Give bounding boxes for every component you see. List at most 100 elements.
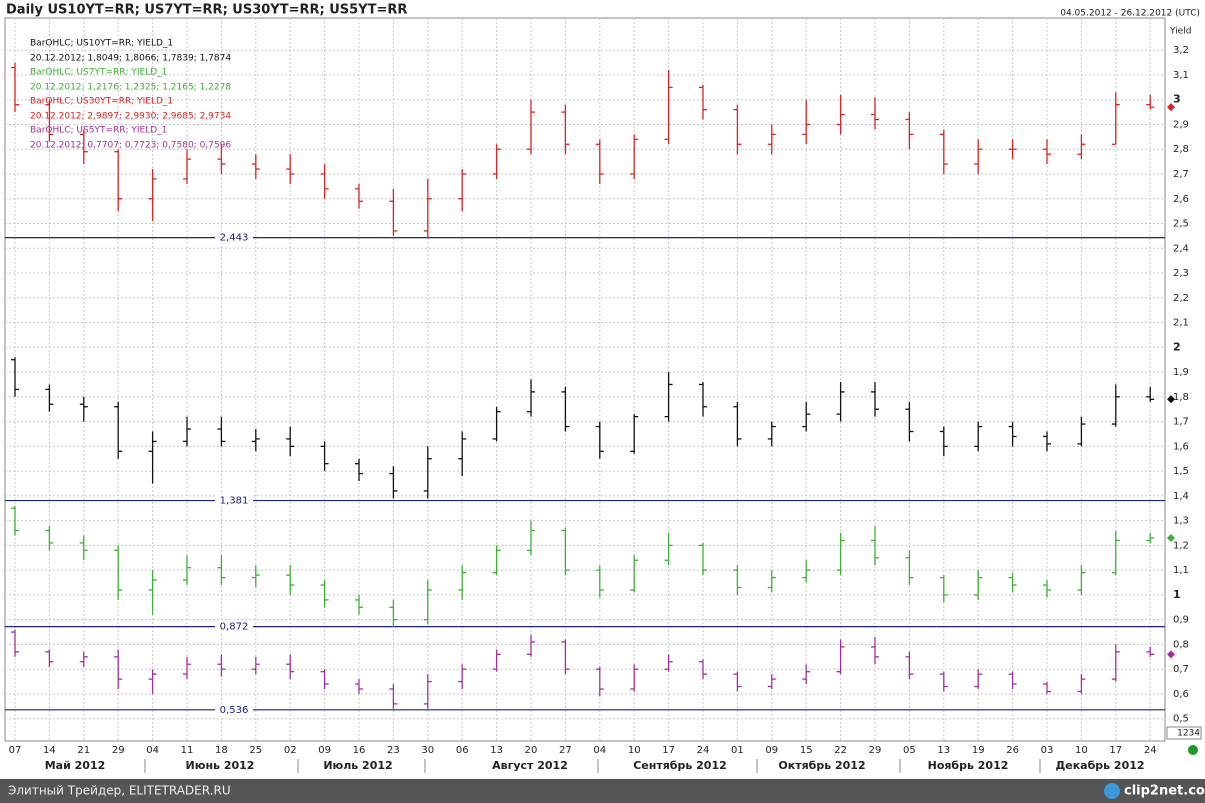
legend-name: BarOHLC; US7YT=RR; YIELD_1	[30, 68, 167, 78]
x-tick-label: 30	[421, 745, 434, 756]
watermark: clip2net.com	[1124, 784, 1205, 799]
level-label-bg	[215, 231, 253, 244]
level-label: 0,872	[220, 622, 249, 633]
x-tick-label: 27	[559, 745, 572, 756]
legend-info: 20.12.2012; 0,7707; 0,7723; 0,7580; 0,75…	[30, 141, 231, 151]
y-tick-label: 2	[1173, 340, 1181, 353]
x-tick-label: 14	[43, 745, 56, 756]
x-tick-label: 11	[181, 745, 194, 756]
x-tick-label: 24	[1144, 745, 1157, 756]
x-tick-label: 20	[525, 745, 538, 756]
level-label: 2,443	[220, 233, 249, 244]
footer-bar	[0, 779, 1205, 803]
x-tick-label: 29	[869, 745, 882, 756]
y-tick-label: 3,1	[1173, 70, 1189, 81]
plot-frame	[4, 17, 1166, 742]
y-tick-label: 1,6	[1173, 441, 1189, 452]
y-tick-label: 2,1	[1173, 318, 1189, 329]
x-tick-label: 13	[490, 745, 503, 756]
x-tick-label: 25	[249, 745, 262, 756]
status-dot	[1188, 745, 1198, 755]
x-tick-label: 09	[318, 745, 331, 756]
x-tick-label: 04	[146, 745, 159, 756]
watermark-icon	[1104, 783, 1120, 799]
month-label: Июнь 2012	[186, 759, 255, 772]
y-tick-label: 1,2	[1173, 540, 1189, 551]
x-tick-label: 03	[1041, 745, 1054, 756]
last-value-marker	[1167, 650, 1175, 659]
x-tick-label: 26	[1006, 745, 1019, 756]
x-tick-label: 05	[903, 745, 916, 756]
month-label: Декабрь 2012	[1055, 759, 1144, 772]
legend-name: BarOHLC; US30YT=RR; YIELD_1	[30, 97, 173, 107]
x-tick-label: 15	[800, 745, 813, 756]
legend-info: 20.12.2012; 2,9897; 2,9930; 2,9685; 2,97…	[30, 112, 231, 122]
x-tick-label: 17	[1109, 745, 1122, 756]
footer: Элитный Трейдер, ELITETRADER.RU	[8, 784, 231, 798]
x-tick-label: 04	[593, 745, 606, 756]
month-label: Октябрь 2012	[778, 759, 865, 772]
y-tick-label: 1,7	[1173, 417, 1189, 428]
last-value-marker	[1167, 533, 1175, 542]
last-value-marker	[1167, 395, 1175, 404]
y-tick-label: 1,4	[1173, 491, 1189, 502]
x-tick-label: 23	[387, 745, 400, 756]
month-label: Ноябрь 2012	[928, 759, 1009, 772]
x-tick-label: 18	[215, 745, 228, 756]
x-tick-label: 17	[662, 745, 675, 756]
month-label: Сентябрь 2012	[633, 759, 727, 772]
x-tick-label: 13	[937, 745, 950, 756]
legend-info: 20.12.2012; 1,2176; 1,2325; 1,2165; 1,22…	[30, 83, 231, 93]
y-tick-label: 2,4	[1173, 243, 1189, 254]
y-tick-label: 1,5	[1173, 466, 1189, 477]
y-axis-label: Yield	[1169, 27, 1191, 37]
y-tick-label: 1	[1173, 588, 1181, 601]
x-tick-label: 19	[972, 745, 985, 756]
x-tick-label: 01	[731, 745, 744, 756]
x-tick-label: 10	[1075, 745, 1088, 756]
x-tick-label: 06	[456, 745, 469, 756]
month-label: Май 2012	[45, 759, 106, 772]
y-tick-label: 0,7	[1173, 664, 1189, 675]
x-tick-label: 02	[284, 745, 297, 756]
y-tick-label: 3,2	[1173, 45, 1189, 56]
month-label: Июль 2012	[323, 759, 392, 772]
y-tick-label: 1,8	[1173, 392, 1189, 403]
corner-label: 1234	[1177, 729, 1200, 739]
x-tick-label: 21	[77, 745, 90, 756]
y-tick-label: 2,9	[1173, 119, 1189, 130]
y-tick-label: 0,8	[1173, 639, 1189, 650]
x-tick-label: 09	[765, 745, 778, 756]
y-tick-label: 0,9	[1173, 615, 1189, 626]
chart-title: Daily US10YT=RR; US7YT=RR; US30YT=RR; US…	[6, 3, 407, 18]
date-range: 04.05.2012 - 26.12.2012 (UTC)	[1060, 9, 1200, 19]
y-tick-label: 2,2	[1173, 293, 1189, 304]
y-tick-label: 3	[1173, 93, 1181, 106]
legend-name: BarOHLC; US5YT=RR; YIELD_1	[30, 126, 167, 136]
corner-box	[1166, 726, 1202, 740]
y-tick-label: 2,5	[1173, 219, 1189, 230]
level-label-bg	[215, 703, 253, 716]
y-tick-label: 1,1	[1173, 565, 1189, 576]
x-tick-label: 16	[353, 745, 366, 756]
x-tick-label: 29	[112, 745, 125, 756]
x-tick-label: 22	[834, 745, 847, 756]
month-label: Август 2012	[492, 759, 568, 772]
y-tick-label: 0,5	[1173, 714, 1189, 725]
y-tick-label: 1,3	[1173, 516, 1189, 527]
level-label-bg	[215, 620, 253, 633]
x-tick-label: 24	[697, 745, 710, 756]
y-tick-label: 2,7	[1173, 169, 1189, 180]
x-tick-label: 10	[628, 745, 641, 756]
legend-name: BarOHLC; US10YT=RR; YIELD_1	[30, 39, 173, 49]
x-tick-label: 07	[9, 745, 22, 756]
last-value-marker	[1167, 103, 1175, 112]
y-tick-label: 2,3	[1173, 268, 1189, 279]
level-label: 0,536	[220, 705, 249, 716]
legend-info: 20.12.2012; 1,8049; 1,8066; 1,7839; 1,78…	[30, 54, 231, 64]
level-label: 1,381	[220, 496, 249, 507]
y-tick-label: 2,8	[1173, 144, 1189, 155]
y-tick-label: 0,6	[1173, 689, 1189, 700]
